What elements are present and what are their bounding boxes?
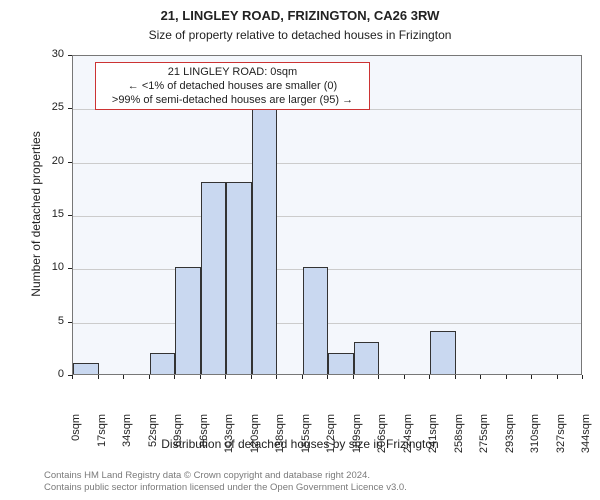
y-tick-label: 25 [42,101,64,113]
chart-wrap: 21, LINGLEY ROAD, FRIZINGTON, CA26 3RW S… [0,0,600,500]
histogram-bar [201,182,227,374]
x-tick-mark [149,375,150,379]
y-tick-label: 30 [42,48,64,60]
y-axis-title: Number of detached properties [29,114,43,314]
histogram-bar [328,353,354,374]
x-tick-mark [557,375,558,379]
x-tick-mark [404,375,405,379]
y-tick-mark [68,55,72,56]
x-tick-mark [455,375,456,379]
x-tick-mark [531,375,532,379]
x-tick-mark [582,375,583,379]
histogram-bar [175,267,201,374]
x-tick-mark [225,375,226,379]
y-tick-label: 5 [42,315,64,327]
histogram-bar [226,182,252,374]
histogram-bar [73,363,99,374]
x-tick-mark [506,375,507,379]
footer-line-1: Contains HM Land Registry data © Crown c… [44,470,600,482]
histogram-bar [430,331,456,374]
x-tick-mark [327,375,328,379]
x-tick-mark [98,375,99,379]
y-tick-mark [68,215,72,216]
x-axis-title: Distribution of detached houses by size … [0,437,600,451]
y-tick-mark [68,268,72,269]
histogram-bar [150,353,176,374]
x-tick-mark [72,375,73,379]
annotation-box: 21 LINGLEY ROAD: 0sqm ← <1% of detached … [95,62,370,110]
gridline [73,163,581,164]
x-tick-mark [429,375,430,379]
footer-attribution: Contains HM Land Registry data © Crown c… [44,470,600,494]
annotation-line-2: ← <1% of detached houses are smaller (0) [100,80,365,94]
x-tick-mark [302,375,303,379]
annotation-line-1: 21 LINGLEY ROAD: 0sqm [100,66,365,80]
x-tick-mark [276,375,277,379]
x-tick-mark [174,375,175,379]
histogram-bar [354,342,380,374]
x-tick-mark [353,375,354,379]
y-tick-label: 10 [42,261,64,273]
x-tick-mark [378,375,379,379]
y-tick-label: 0 [42,368,64,380]
x-tick-mark [480,375,481,379]
x-tick-mark [200,375,201,379]
chart-title-sub: Size of property relative to detached ho… [0,28,600,42]
x-tick-mark [123,375,124,379]
annotation-line-3: >99% of semi-detached houses are larger … [100,94,365,108]
histogram-bar [303,267,329,374]
chart-title-main: 21, LINGLEY ROAD, FRIZINGTON, CA26 3RW [0,8,600,23]
y-tick-mark [68,108,72,109]
footer-line-2: Contains public sector information licen… [44,482,600,494]
gridline [73,216,581,217]
histogram-bar [252,107,278,374]
y-tick-label: 20 [42,155,64,167]
y-tick-label: 15 [42,208,64,220]
y-tick-mark [68,322,72,323]
y-tick-mark [68,162,72,163]
x-tick-mark [251,375,252,379]
